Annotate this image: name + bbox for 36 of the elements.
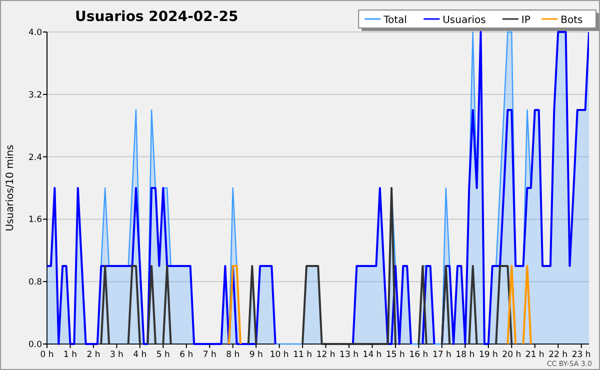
y-tick-label: 1.6 xyxy=(28,215,42,226)
x-tick-label: 21 h xyxy=(525,350,544,360)
x-tick-label: 7 h xyxy=(202,350,216,360)
x-tick-label: 2 h xyxy=(86,350,100,360)
x-tick-label: 11 h xyxy=(293,350,312,360)
legend-label: IP xyxy=(521,15,530,26)
x-tick-label: 5 h xyxy=(156,350,170,360)
x-tick-label: 18 h xyxy=(456,350,475,360)
x-tick-label: 17 h xyxy=(432,350,452,360)
y-tick-label: 2.4 xyxy=(28,152,42,163)
legend-label: Total xyxy=(382,15,407,26)
x-tick-label: 1 h xyxy=(63,350,77,360)
x-tick-label: 22 h xyxy=(548,350,568,360)
legend-label: Bots xyxy=(560,15,583,26)
x-tick-label: 19 h xyxy=(478,350,498,360)
x-tick-label: 6 h xyxy=(180,350,194,360)
x-tick-label: 23 h xyxy=(572,350,591,360)
x-tick-label: 4 h xyxy=(133,350,147,360)
x-tick-label: 12 h xyxy=(316,350,336,360)
legend-label: Usuarios xyxy=(442,15,486,26)
x-tick-label: 13 h xyxy=(340,350,358,360)
x-tick-label: 14 h xyxy=(362,350,382,360)
x-tick-label: 3 h xyxy=(110,350,124,360)
y-tick-label: 4.0 xyxy=(28,28,42,38)
x-tick-label: 8 h xyxy=(226,350,240,360)
y-axis-title: Usuarios/10 mins xyxy=(5,144,16,232)
x-tick-label: 10 h xyxy=(270,350,289,360)
x-tick-label: 20 h xyxy=(502,350,522,360)
x-tick-label: 0 h xyxy=(40,350,54,360)
x-tick-label: 9 h xyxy=(249,350,263,360)
y-tick-label: 0.0 xyxy=(28,340,42,350)
y-tick-label: 3.2 xyxy=(28,90,42,100)
x-tick-label: 15 h xyxy=(386,350,405,360)
x-tick-label: 16 h xyxy=(409,350,428,360)
chart-title: Usuarios 2024-02-25 xyxy=(75,9,238,25)
y-tick-label: 0.8 xyxy=(28,278,42,288)
